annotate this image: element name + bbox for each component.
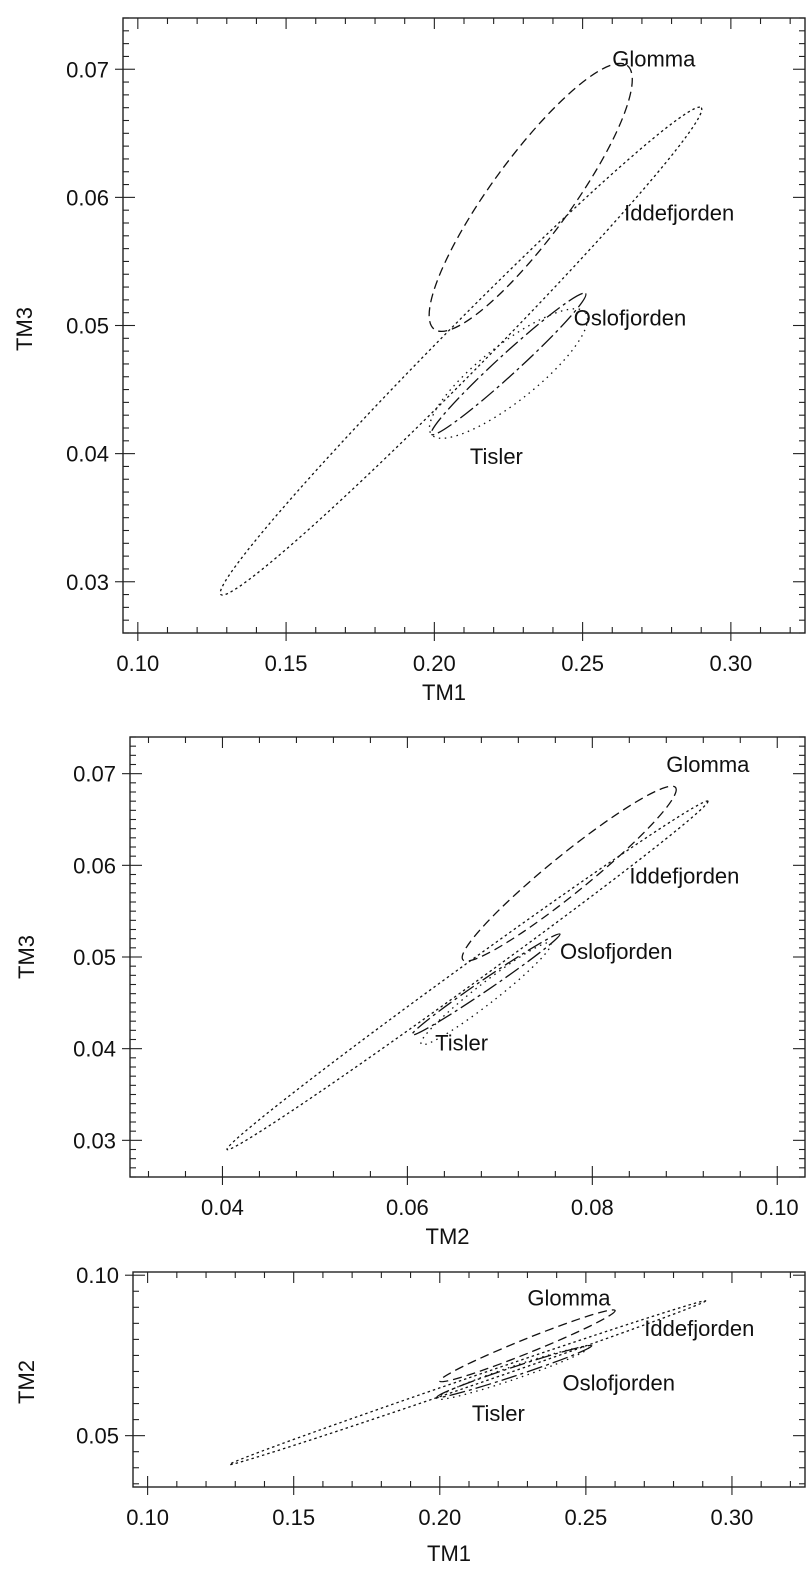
label-tisler: Tisler [435,1031,488,1056]
panel-tm2-vs-tm3: 0.04 0.06 0.08 0.10 0.03 0.04 0.05 0.06 0.07 TM2 T… [14,736,806,1249]
y-tick-label: 0.10 [76,1263,119,1288]
y-tick-label: 0.03 [73,1128,116,1153]
label-glomma: Glomma [527,1286,611,1311]
ellipse-tisler [420,941,552,1046]
ellipse-iddefjorden [228,1300,707,1466]
x-tick-label: 0.08 [571,1195,614,1220]
x-axis-title: TM2 [426,1224,470,1249]
x-tick-label: 0.10 [116,651,159,676]
x-tick-label: 0.04 [201,1195,244,1220]
ellipse-glomma [461,785,677,962]
y-tick-label: 0.04 [66,442,109,467]
y-axis-title: TM2 [14,1360,39,1404]
plot-frame [122,17,806,634]
x-tick-label: 0.25 [561,651,604,676]
ellipse-iddefjorden [226,800,709,1151]
label-tisler: Tisler [470,444,523,469]
label-iddefjorden: Iddefjorden [629,864,739,889]
label-oslofjorden: Oslofjorden [560,939,673,964]
y-tick-label: 0.06 [66,185,109,210]
y-axis-title: TM3 [12,307,37,351]
x-tick-label: 0.30 [709,651,752,676]
ellipse-glomma [439,1309,616,1383]
x-tick-label: 0.20 [413,651,456,676]
y-tick-label: 0.07 [66,57,109,82]
ellipse-tisler [428,308,589,439]
label-tisler: Tisler [472,1401,525,1426]
x-tick-label: 0.30 [711,1505,754,1530]
plot-frame [132,1271,806,1488]
ellipse-iddefjorden [219,106,703,596]
y-tick-label: 0.05 [66,314,109,339]
plot-frame [129,736,806,1178]
y-tick-label: 0.06 [73,853,116,878]
x-tick-label: 0.15 [265,651,308,676]
panel-tm1-vs-tm3: 0.10 0.15 0.20 0.25 0.30 0.03 0.04 0.05 0.06 0.07… [12,17,806,705]
ellipse-oslofjorden [436,1344,593,1399]
y-tick-label: 0.03 [66,570,109,595]
label-glomma: Glomma [666,752,750,777]
y-tick-label: 0.04 [73,1037,116,1062]
x-tick-label: 0.10 [756,1195,799,1220]
ellipse-oslofjorden [411,933,561,1036]
x-axis-title: TM1 [427,1541,471,1566]
label-iddefjorden: Iddefjorden [624,200,734,225]
label-glomma: Glomma [612,47,696,72]
x-tick-label: 0.15 [272,1505,315,1530]
x-tick-label: 0.20 [418,1505,461,1530]
y-tick-label: 0.07 [73,762,116,787]
y-axis-title: TM3 [14,935,39,979]
label-oslofjorden: Oslofjorden [562,1371,675,1396]
x-tick-label: 0.06 [386,1195,429,1220]
y-tick-label: 0.05 [73,945,116,970]
label-iddefjorden: Iddefjorden [644,1316,754,1341]
y-tick-label: 0.05 [76,1424,119,1449]
x-tick-label: 0.10 [126,1505,169,1530]
x-tick-label: 0.25 [564,1505,607,1530]
ellipse-oslofjorden [430,292,587,436]
panel-tm1-vs-tm2: 0.10 0.15 0.20 0.25 0.30 0.05 0.10 TM1 TM2 Glomma… [14,1263,806,1566]
label-oslofjorden: Oslofjorden [574,306,687,331]
ellipse-glomma [428,62,633,333]
x-axis-title: TM1 [422,680,466,705]
